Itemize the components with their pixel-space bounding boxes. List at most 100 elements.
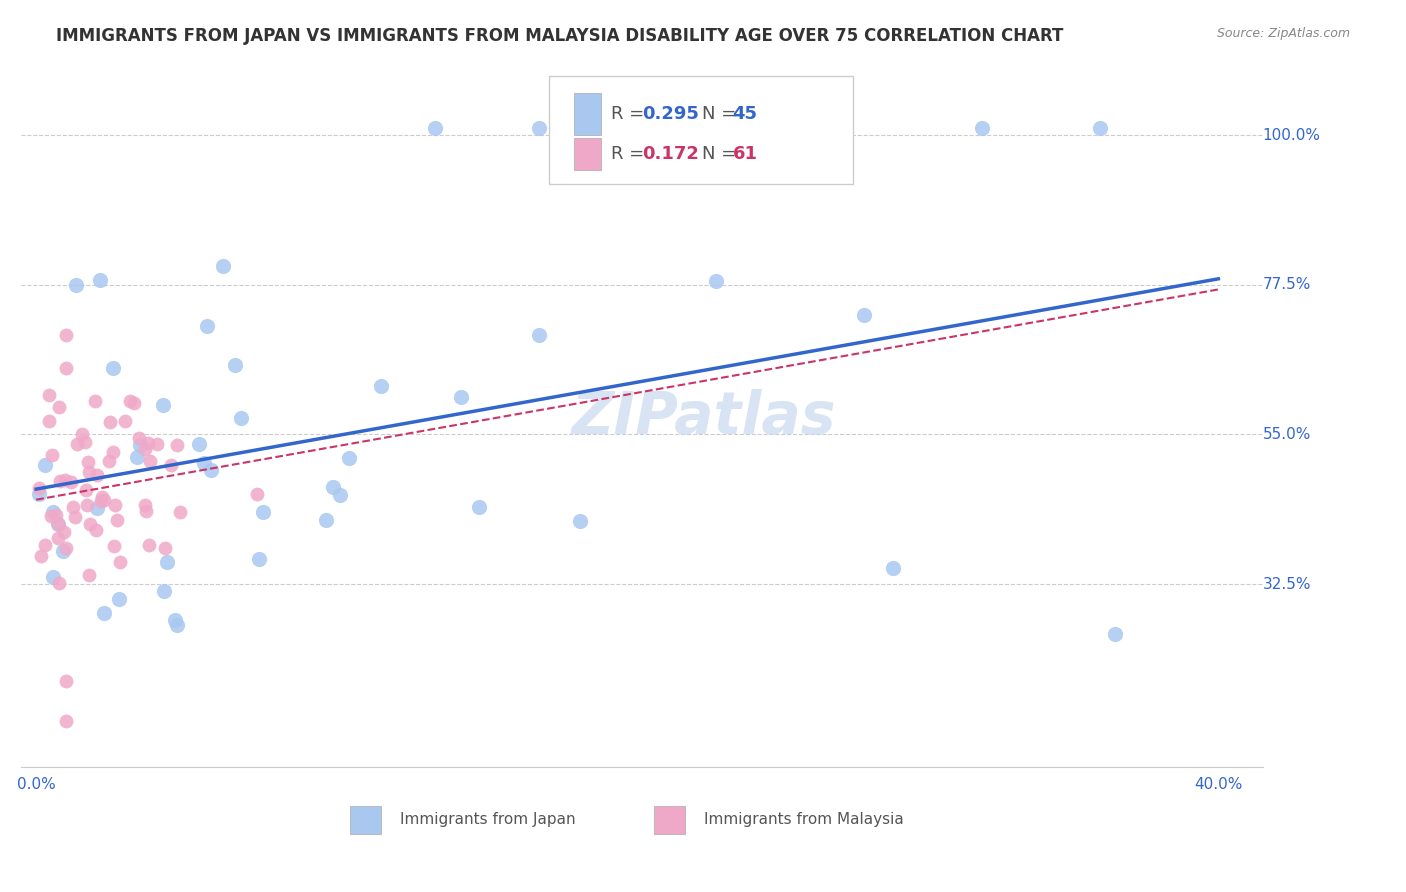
Point [60, 475, 83, 489]
Point [55, 714, 77, 728]
Point [65, 277, 87, 292]
Point [86, 523, 108, 537]
Point [90, 494, 112, 508]
Text: 32.5%: 32.5% [1263, 576, 1312, 591]
Text: 0.172: 0.172 [643, 145, 699, 162]
Point [42, 570, 65, 584]
Point [138, 538, 160, 552]
Point [104, 498, 127, 512]
Point [134, 498, 156, 512]
Point [169, 505, 191, 519]
Point [166, 438, 188, 452]
Text: R =: R = [612, 105, 650, 123]
Point [89, 273, 111, 287]
FancyBboxPatch shape [548, 76, 853, 184]
Point [152, 398, 174, 412]
Point [155, 541, 177, 556]
Point [46, 531, 69, 545]
Point [1104, 627, 1126, 641]
Point [70, 426, 93, 441]
Point [52, 544, 75, 558]
Point [568, 514, 591, 528]
Point [55, 360, 77, 375]
Point [246, 487, 269, 501]
Point [63, 510, 86, 524]
Text: Immigrants from Malaysia: Immigrants from Malaysia [704, 812, 904, 827]
Point [128, 438, 150, 452]
Point [110, 555, 132, 569]
Point [98, 416, 121, 430]
Point [188, 437, 211, 451]
Point [91, 490, 114, 504]
Point [252, 505, 274, 519]
Point [370, 379, 392, 393]
Point [76, 455, 98, 469]
Point [66, 437, 89, 451]
Point [153, 583, 176, 598]
Point [93, 493, 115, 508]
Text: 45: 45 [733, 105, 758, 123]
FancyBboxPatch shape [350, 805, 381, 833]
Point [193, 456, 215, 470]
Point [76, 498, 98, 512]
Point [79, 465, 101, 479]
Text: IMMIGRANTS FROM JAPAN VS IMMIGRANTS FROM MALAYSIA DISABILITY AGE OVER 75 CORRELA: IMMIGRANTS FROM JAPAN VS IMMIGRANTS FROM… [56, 27, 1063, 45]
Point [46, 517, 69, 532]
Point [127, 450, 149, 464]
Point [55, 541, 77, 555]
Point [1088, 121, 1111, 136]
Point [103, 540, 125, 554]
Point [200, 463, 222, 477]
Point [247, 552, 270, 566]
Point [852, 308, 875, 322]
Point [41, 505, 63, 519]
Point [450, 390, 472, 404]
Point [166, 617, 188, 632]
Point [134, 442, 156, 457]
Point [195, 318, 218, 333]
Text: N =: N = [702, 105, 741, 123]
Text: 61: 61 [733, 145, 758, 162]
Text: 100.0%: 100.0% [1263, 128, 1320, 143]
Point [128, 431, 150, 445]
Point [52, 525, 75, 540]
Text: 55.0%: 55.0% [1263, 427, 1310, 442]
Point [160, 458, 183, 473]
Point [322, 480, 344, 494]
Point [122, 396, 145, 410]
Point [79, 516, 101, 531]
Point [84, 394, 107, 409]
Point [62, 500, 84, 514]
Point [135, 504, 157, 518]
Point [55, 673, 77, 688]
Point [337, 450, 360, 465]
Point [93, 606, 115, 620]
Point [48, 401, 70, 415]
Point [34, 537, 56, 551]
Text: Source: ZipAtlas.com: Source: ZipAtlas.com [1216, 27, 1350, 40]
Text: 0.295: 0.295 [643, 105, 699, 123]
Point [28, 481, 51, 495]
Point [315, 513, 337, 527]
Point [114, 414, 136, 428]
FancyBboxPatch shape [574, 93, 602, 135]
Point [163, 613, 186, 627]
Point [527, 327, 550, 342]
FancyBboxPatch shape [654, 805, 686, 833]
FancyBboxPatch shape [574, 138, 602, 169]
Point [704, 275, 727, 289]
Text: R =: R = [612, 145, 650, 162]
Point [48, 575, 70, 590]
Point [38, 388, 60, 402]
Point [527, 121, 550, 136]
Point [145, 437, 167, 451]
Point [231, 411, 253, 425]
Point [329, 488, 352, 502]
Point [45, 508, 67, 523]
Point [105, 513, 128, 527]
Point [28, 487, 51, 501]
Point [55, 327, 77, 342]
Point [73, 435, 96, 450]
Point [108, 591, 131, 606]
Point [39, 508, 62, 523]
